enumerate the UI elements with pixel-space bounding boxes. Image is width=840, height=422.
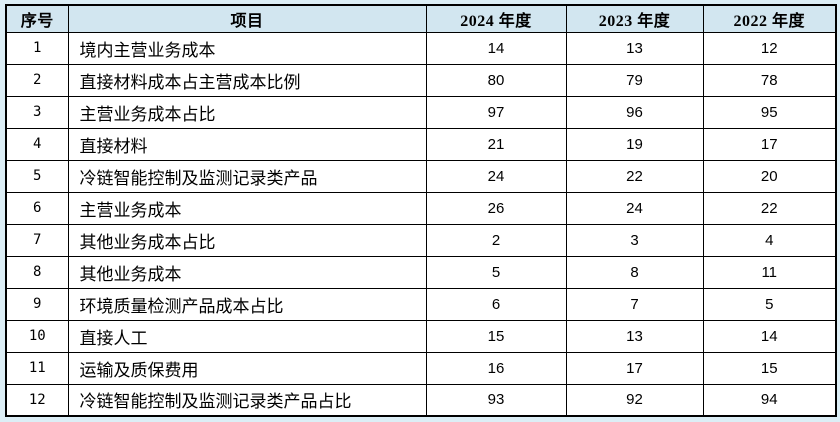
cell-y2023: 92 [565,383,704,417]
cell-item: 主营业务成本占比 [67,95,427,129]
cell-y2023: 8 [565,255,704,289]
cell-index: 2 [5,63,69,97]
cell-y2022: 14 [702,319,837,353]
cell-index: 12 [5,383,69,417]
column-header-y2023: 2023 年度 [565,4,704,33]
cell-y2023: 13 [565,319,704,353]
column-header-y2024: 2024 年度 [425,4,567,33]
cell-item: 其他业务成本 [67,255,427,289]
cell-y2024: 93 [425,383,567,417]
cell-y2022: 17 [702,127,837,161]
cell-index: 4 [5,127,69,161]
table-row: 10 直接人工 15 13 14 [5,319,837,353]
cell-y2022: 94 [702,383,837,417]
cell-index: 9 [5,287,69,321]
cell-item: 环境质量检测产品成本占比 [67,287,427,321]
table-row: 7 其他业务成本占比 2 3 4 [5,223,837,257]
cell-index: 10 [5,319,69,353]
column-header-y2022: 2022 年度 [702,4,837,33]
cell-y2024: 2 [425,223,567,257]
cell-y2023: 17 [565,351,704,385]
cell-index: 7 [5,223,69,257]
cell-y2023: 79 [565,63,704,97]
cell-y2024: 14 [425,31,567,65]
cell-item: 其他业务成本占比 [67,223,427,257]
cell-index: 5 [5,159,69,193]
table-row: 6 主营业务成本 26 24 22 [5,191,837,225]
cell-y2023: 24 [565,191,704,225]
cell-y2023: 96 [565,95,704,129]
cell-y2024: 80 [425,63,567,97]
cell-y2024: 16 [425,351,567,385]
cell-y2022: 22 [702,191,837,225]
table-row: 8 其他业务成本 5 8 11 [5,255,837,289]
cell-item: 冷链智能控制及监测记录类产品 [67,159,427,193]
cell-item: 主营业务成本 [67,191,427,225]
table-row: 4 直接材料 21 19 17 [5,127,837,161]
cell-y2022: 4 [702,223,837,257]
cell-index: 1 [5,31,69,65]
cell-y2022: 95 [702,95,837,129]
cell-y2023: 22 [565,159,704,193]
cell-item: 直接人工 [67,319,427,353]
cell-y2023: 13 [565,31,704,65]
cell-y2022: 5 [702,287,837,321]
cell-index: 11 [5,351,69,385]
cell-y2023: 7 [565,287,704,321]
cell-item: 直接材料成本占主营成本比例 [67,63,427,97]
cell-y2023: 3 [565,223,704,257]
cell-y2022: 11 [702,255,837,289]
cell-index: 3 [5,95,69,129]
cell-y2024: 24 [425,159,567,193]
table-row: 2 直接材料成本占主营成本比例 80 79 78 [5,63,837,97]
cell-y2024: 26 [425,191,567,225]
cell-index: 6 [5,191,69,225]
cost-table: 序号 项目 2024 年度 2023 年度 2022 年度 1 境内主营业务成本 14 13 1… [5,4,837,417]
table-header-row: 序号 项目 2024 年度 2023 年度 2022 年度 [5,4,837,33]
table-row: 12 冷链智能控制及监测记录类产品占比 93 92 94 [5,383,837,417]
cell-item: 境内主营业务成本 [67,31,427,65]
cell-y2022: 12 [702,31,837,65]
table-row: 9 环境质量检测产品成本占比 6 7 5 [5,287,837,321]
table-row: 1 境内主营业务成本 14 13 12 [5,31,837,65]
cell-y2022: 20 [702,159,837,193]
cell-y2024: 97 [425,95,567,129]
table-row: 11 运输及质保费用 16 17 15 [5,351,837,385]
cell-y2023: 19 [565,127,704,161]
cell-y2022: 78 [702,63,837,97]
cell-y2024: 6 [425,287,567,321]
table-row: 3 主营业务成本占比 97 96 95 [5,95,837,129]
column-header-index: 序号 [5,4,69,33]
table-row: 5 冷链智能控制及监测记录类产品 24 22 20 [5,159,837,193]
cell-y2022: 15 [702,351,837,385]
cell-item: 冷链智能控制及监测记录类产品占比 [67,383,427,417]
cell-item: 运输及质保费用 [67,351,427,385]
column-header-item: 项目 [67,4,427,33]
cell-item: 直接材料 [67,127,427,161]
cell-y2024: 5 [425,255,567,289]
cell-index: 8 [5,255,69,289]
cell-y2024: 21 [425,127,567,161]
cell-y2024: 15 [425,319,567,353]
